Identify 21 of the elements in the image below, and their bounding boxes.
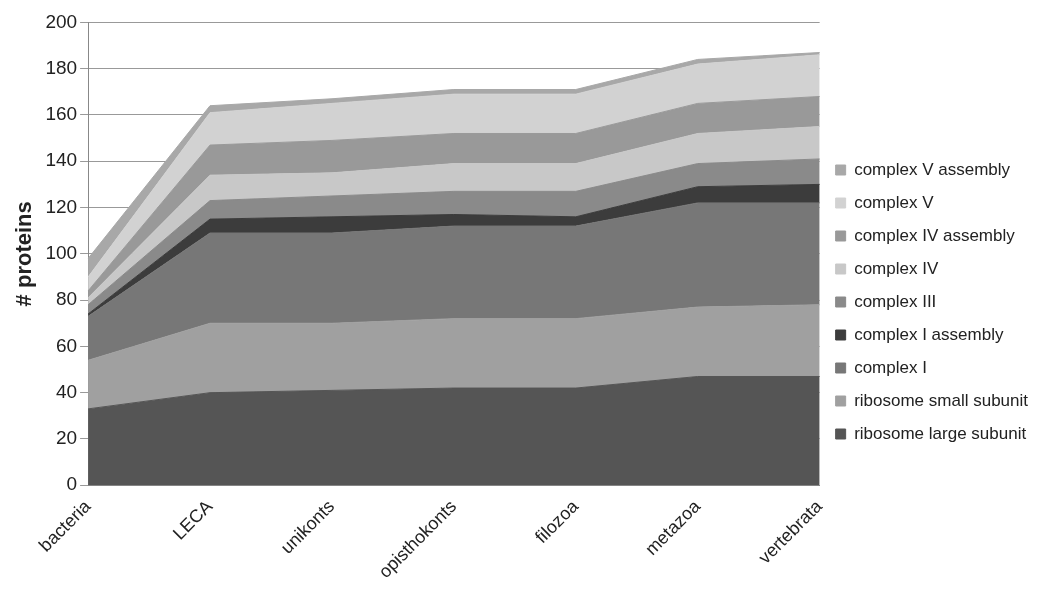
legend-label: complex I [854, 357, 927, 377]
legend-label: ribosome small subunit [854, 390, 1029, 410]
legend-label: complex III [854, 291, 937, 311]
y-tick-label: 100 [45, 242, 78, 264]
y-tick-label: 180 [45, 56, 78, 78]
y-tick-label: 80 [55, 288, 78, 310]
legend-label: complex I assembly [854, 324, 1004, 344]
legend-label: complex V assembly [854, 159, 1011, 179]
y-tick-label: 0 [66, 473, 78, 495]
y-tick-label: 20 [55, 427, 78, 449]
y-tick-label: 140 [45, 149, 78, 171]
legend-label: complex V [854, 192, 935, 212]
y-axis-title: # proteins [11, 201, 37, 307]
y-tick-label: 120 [45, 195, 78, 217]
legend-label: complex IV [854, 258, 939, 278]
legend-label: ribosome large subunit [854, 423, 1027, 443]
y-tick-label: 60 [55, 334, 78, 356]
y-tick-label: 40 [55, 380, 78, 402]
y-tick-label: 200 [45, 10, 78, 32]
y-tick-label: 160 [45, 103, 78, 125]
legend-label: complex IV assembly [854, 225, 1016, 245]
